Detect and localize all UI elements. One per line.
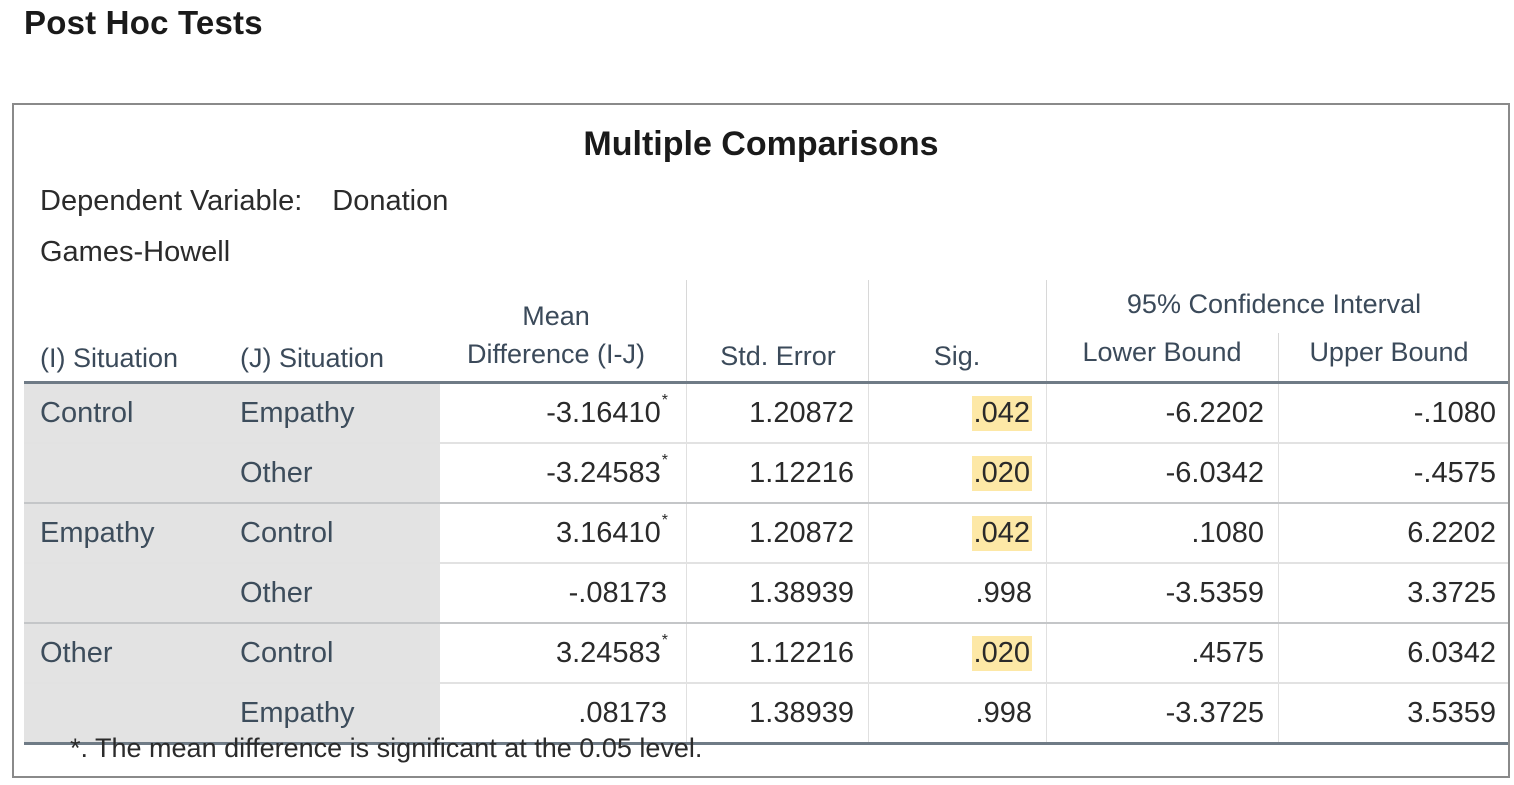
mean-difference-value: -3.24583 [546,456,661,489]
i-situation-cell: Control [24,384,230,442]
header-i-situation: (I) Situation [40,343,179,373]
std-error-cell: 1.38939 [686,564,868,622]
sig-cell: .042 [868,384,1046,442]
std-error-cell: 1.38939 [686,684,868,742]
header-upper-bound: Upper Bound [1309,337,1469,367]
upper-bound-cell: 6.2202 [1278,504,1508,562]
table-title: Multiple Comparisons [583,125,939,163]
header-j-situation: (J) Situation [240,343,385,373]
lower-bound-cell: .4575 [1046,624,1278,682]
upper-bound-cell: -.4575 [1278,444,1508,502]
mean-difference-value: -3.16410 [546,396,661,429]
header-lower-bound: Lower Bound [1082,337,1242,367]
mean-difference-value: 3.24583 [555,636,661,669]
upper-bound-cell: 3.3725 [1278,564,1508,622]
header-confidence-interval: 95% Confidence Interval [1126,289,1422,319]
mean-difference-cell: 3.16410 * [440,504,686,562]
multiple-comparisons-table: Multiple Comparisons Dependent Variable:… [12,103,1510,778]
significance-marker: * [661,452,668,469]
header-divider [1278,333,1279,381]
post-hoc-method: Games-Howell [40,236,231,268]
std-error-cell: 1.20872 [686,504,868,562]
mean-difference-cell: .08173 [440,684,686,742]
mean-difference-value: 3.16410 [555,516,661,549]
dependent-variable-label: Dependent Variable: [40,185,303,217]
lower-bound-cell: -6.2202 [1046,384,1278,442]
lower-bound-cell: .1080 [1046,504,1278,562]
mean-difference-cell: 3.24583 * [440,624,686,682]
table-body: Control Empathy -3.16410 * 1.20872 .042 -… [24,381,1508,745]
j-situation-cell: Other [230,564,440,622]
i-situation-cell: Other [24,624,230,682]
sig-cell: .020 [868,444,1046,502]
mean-difference-cell: -3.24583 * [440,444,686,502]
header-divider [686,280,687,381]
std-error-cell: 1.20872 [686,384,868,442]
upper-bound-cell: 6.0342 [1278,624,1508,682]
significance-marker: * [661,632,668,649]
j-situation-cell: Control [230,624,440,682]
table-row: Other -3.24583 * 1.12216 .020 -6.0342 -.4… [24,442,1508,502]
sig-cell: .042 [868,504,1046,562]
mean-difference-cell: -.08173 [440,564,686,622]
sig-highlight: .020 [971,635,1032,671]
lower-bound-cell: -6.0342 [1046,444,1278,502]
std-error-cell: 1.12216 [686,444,868,502]
dependent-variable: Dependent Variable: Donation [40,185,448,218]
mean-difference-value: .08173 [578,696,667,729]
sig-highlight: .020 [971,455,1032,491]
table-row: Other -.08173 1.38939 .998 -3.5359 3.372… [24,562,1508,622]
lower-bound-cell: -3.3725 [1046,684,1278,742]
significance-marker: * [661,392,668,409]
sig-cell: .998 [868,684,1046,742]
j-situation-cell: Empathy [230,384,440,442]
std-error-cell: 1.12216 [686,624,868,682]
table-row: Empathy .08173 1.38939 .998 -3.3725 3.53… [24,682,1508,742]
j-situation-cell: Other [230,444,440,502]
dependent-variable-value: Donation [332,185,449,217]
i-situation-cell [24,684,230,742]
table-row: Control Empathy -3.16410 * 1.20872 .042 -… [24,384,1508,442]
i-situation-cell: Empathy [24,504,230,562]
mean-difference-value: -.08173 [568,576,667,609]
j-situation-cell: Control [230,504,440,562]
header-sig: Sig. [933,341,981,371]
header-std-error: Std. Error [720,341,836,371]
section-title: Post Hoc Tests [24,4,263,41]
table-row: Other Control 3.24583 * 1.12216 .020 .457… [24,622,1508,682]
upper-bound-cell: 3.5359 [1278,684,1508,742]
sig-highlight: .042 [971,515,1032,551]
header-mean-difference-line1: Mean [522,301,590,331]
j-situation-cell: Empathy [230,684,440,742]
header-divider [868,280,869,381]
sig-cell: .020 [868,624,1046,682]
upper-bound-cell: -.1080 [1278,384,1508,442]
table-footnote: *. The mean difference is significant at… [70,733,703,763]
header-mean-difference-line2: Difference (I-J) [466,339,646,369]
lower-bound-cell: -3.5359 [1046,564,1278,622]
significance-marker: * [661,512,668,529]
mean-difference-cell: -3.16410 * [440,384,686,442]
table-row: Empathy Control 3.16410 * 1.20872 .042 .1… [24,502,1508,562]
header-divider [1046,280,1047,381]
sig-highlight: .042 [971,395,1032,431]
sig-cell: .998 [868,564,1046,622]
i-situation-cell [24,564,230,622]
i-situation-cell [24,444,230,502]
